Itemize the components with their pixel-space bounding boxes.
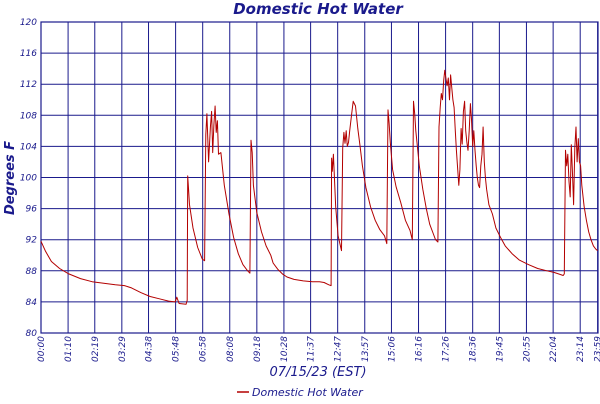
x-tick-label: 15:06 (387, 336, 397, 362)
chart-title: Domestic Hot Water (233, 0, 404, 18)
x-tick-label: 23:14 (576, 336, 586, 362)
series-line-0 (40, 69, 598, 305)
x-tick-label: 09:18 (253, 336, 263, 362)
y-tick-label: 116 (20, 49, 37, 59)
x-tick-label: 05:48 (172, 336, 182, 362)
x-tick-labels: 00:00 01:10 02:19 03:29 04:38 05:48 06:58 08:08… (37, 336, 600, 362)
x-tick-label: 10:28 (280, 336, 290, 362)
y-tick-label: 100 (20, 174, 37, 184)
y-tick-label: 88 (26, 267, 38, 277)
x-tick-label: 18:36 (469, 336, 479, 362)
y-tick-label: 104 (20, 142, 37, 152)
axes-frame (40, 21, 599, 334)
y-tick-label: 84 (26, 298, 38, 308)
x-axis-label: 07/15/23 (EST) (269, 365, 366, 380)
series-layer (40, 69, 598, 305)
x-tick-label: 06:58 (199, 336, 209, 362)
x-tick-label: 22:04 (549, 336, 559, 362)
y-tick-labels: 80 84 88 92 96 100 104 108 112 116 120 (20, 18, 37, 339)
x-tick-label: 01:10 (64, 336, 74, 362)
x-tick-label: 02:19 (91, 336, 101, 362)
x-tick-label: 12:47 (334, 336, 344, 362)
x-tick-label: 00:00 (37, 336, 47, 362)
x-tick-label: 13:57 (361, 336, 371, 362)
x-tick-label: 16:16 (415, 336, 425, 362)
x-tick-label: 19:45 (495, 336, 505, 362)
legend: Domestic Hot Water (237, 386, 364, 399)
legend-label: Domestic Hot Water (252, 386, 364, 399)
x-tick-label: 17:26 (442, 336, 452, 362)
y-axis-label: Degrees F (3, 141, 18, 215)
y-tick-label: 96 (26, 205, 38, 215)
y-tick-label: 92 (26, 236, 38, 246)
x-tick-label: 03:29 (118, 336, 128, 362)
axes (40, 21, 599, 334)
y-tick-label: 108 (20, 111, 37, 121)
x-tick-label: 08:08 (226, 336, 236, 362)
y-tick-label: 112 (20, 80, 37, 90)
x-tick-label: 11:37 (307, 336, 317, 362)
y-tick-label: 80 (26, 329, 38, 339)
x-tick-label: 04:38 (145, 336, 155, 362)
x-tick-label: 20:55 (522, 336, 532, 362)
grid (40, 21, 599, 334)
y-tick-label: 120 (20, 18, 37, 28)
x-tick-label: 23:59 (594, 336, 600, 362)
